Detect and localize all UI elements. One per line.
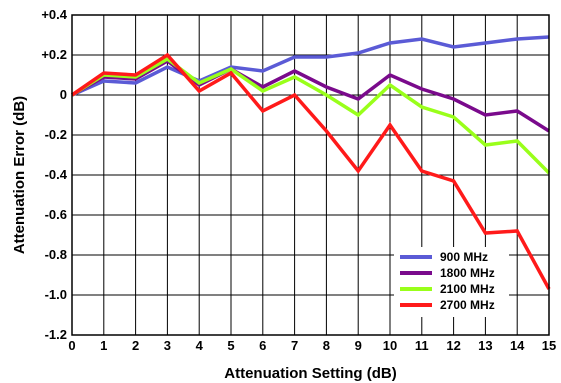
y-tick-label: +0.4 xyxy=(41,7,67,22)
x-tick-label: 3 xyxy=(164,338,171,353)
plot-frame xyxy=(71,14,550,336)
x-tick-label: 9 xyxy=(355,338,362,353)
x-tick-label: 2 xyxy=(132,338,139,353)
x-tick-label: 14 xyxy=(510,338,525,353)
x-tick-labels: 0 1 2 3 4 5 6 7 8 9 10 11 12 13 14 15 xyxy=(68,338,556,353)
x-tick-label: 12 xyxy=(446,338,460,353)
y-axis-title: Attenuation Error (dB) xyxy=(11,96,28,254)
x-tick-label: 11 xyxy=(415,338,429,353)
legend: 900 MHz 1800 MHz 2100 MHz 2700 MHz xyxy=(394,247,509,317)
x-tick-label: 6 xyxy=(259,338,266,353)
x-tick-label: 8 xyxy=(323,338,330,353)
x-tick-label: 1 xyxy=(100,338,107,353)
y-tick-label: -0.2 xyxy=(45,127,67,142)
legend-label-1800-mhz: 1800 MHz xyxy=(440,266,495,280)
y-tick-label: -1.0 xyxy=(45,287,67,302)
x-tick-label: 15 xyxy=(542,338,556,353)
x-tick-label: 4 xyxy=(196,338,204,353)
y-tick-label: -0.4 xyxy=(45,167,68,182)
y-tick-label: -0.6 xyxy=(45,207,67,222)
legend-label-2700-mhz: 2700 MHz xyxy=(440,298,495,312)
y-tick-label: 0 xyxy=(60,87,67,102)
series-line-900-mhz xyxy=(71,35,550,97)
series-lines xyxy=(71,35,551,290)
y-tick-label: -0.8 xyxy=(45,247,67,262)
y-tick-label: +0.2 xyxy=(41,47,67,62)
x-tick-label: 5 xyxy=(227,338,234,353)
x-tick-label: 0 xyxy=(68,338,75,353)
legend-label-2100-mhz: 2100 MHz xyxy=(440,282,495,296)
y-tick-labels: +0.4 +0.2 0 -0.2 -0.4 -0.6 -0.8 -1.0 -1.2 xyxy=(41,7,67,342)
x-axis-title: Attenuation Setting (dB) xyxy=(224,365,396,382)
x-tick-label: 13 xyxy=(478,338,492,353)
x-tick-label: 10 xyxy=(383,338,397,353)
x-tick-label: 7 xyxy=(291,338,298,353)
y-tick-label: -1.2 xyxy=(45,327,67,342)
legend-label-900-mhz: 900 MHz xyxy=(440,250,488,264)
series-line-2700-mhz xyxy=(71,52,551,290)
series-line-2100-mhz xyxy=(71,56,551,175)
